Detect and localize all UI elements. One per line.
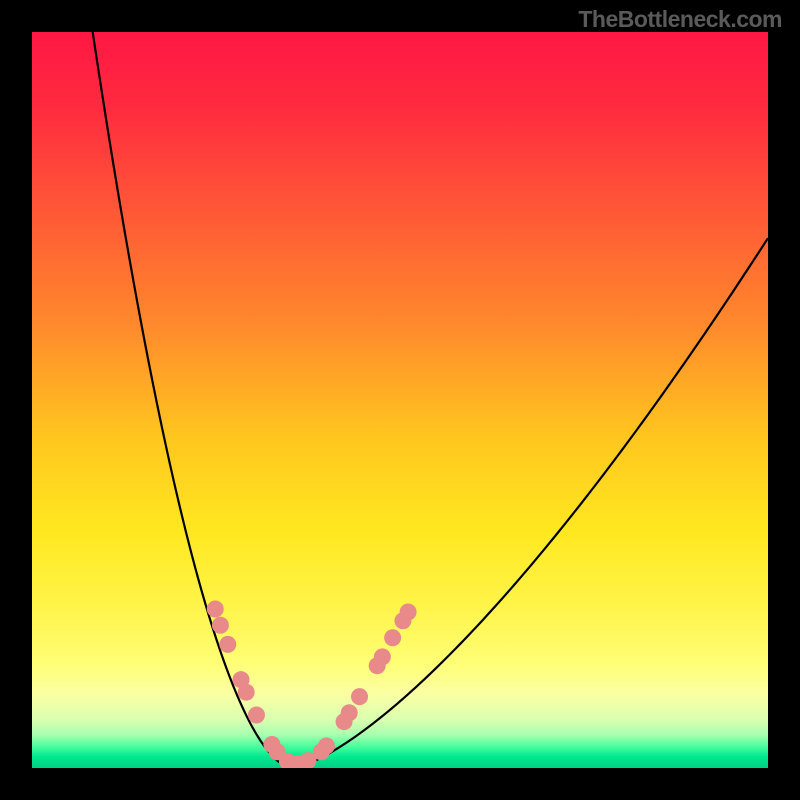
data-marker <box>374 648 391 665</box>
data-marker <box>318 737 335 754</box>
data-marker <box>341 704 358 721</box>
data-marker <box>248 707 265 724</box>
bottleneck-chart <box>0 0 800 800</box>
data-marker <box>207 601 224 618</box>
data-marker <box>219 636 236 653</box>
watermark-text: TheBottleneck.com <box>578 6 782 33</box>
data-marker <box>238 684 255 701</box>
data-marker <box>351 688 368 705</box>
data-marker <box>400 603 417 620</box>
data-marker <box>212 617 229 634</box>
data-marker <box>384 629 401 646</box>
